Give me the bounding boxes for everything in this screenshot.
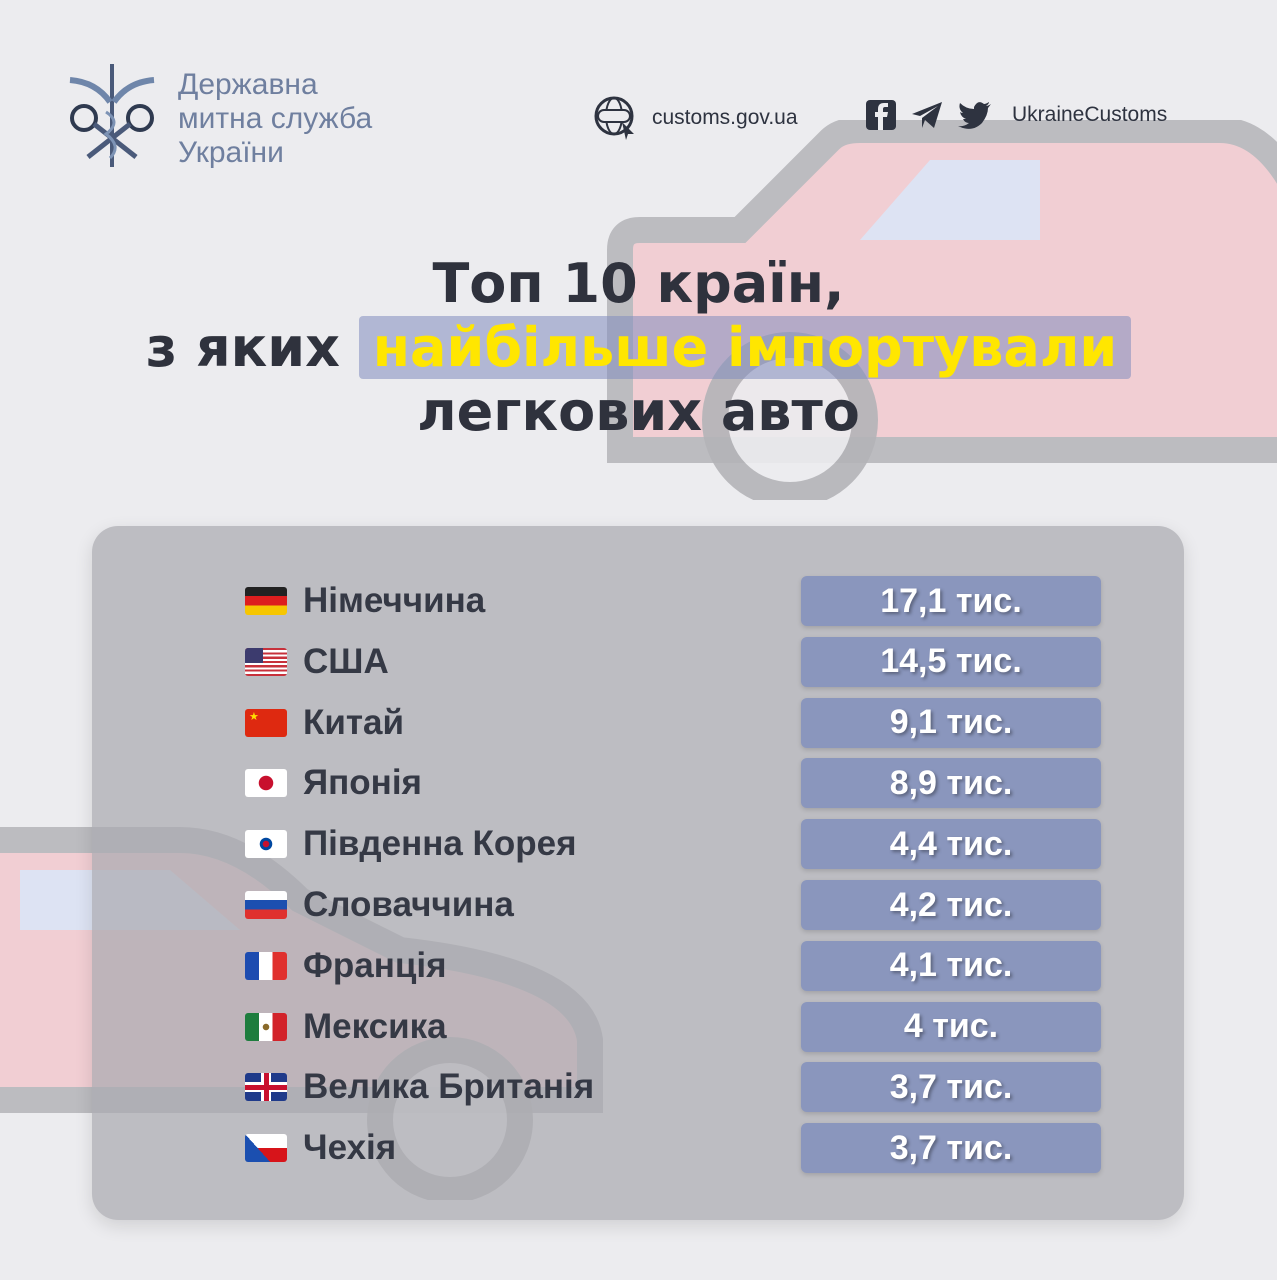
import-value-badge: 17,1 тис. — [801, 576, 1101, 626]
page-title: Топ 10 країн, з яких найбільше імпортува… — [0, 252, 1277, 444]
title-text: з яких — [145, 316, 359, 379]
org-line: митна служба — [178, 102, 373, 135]
country-name: Японія — [303, 763, 422, 803]
import-value-badge: 4,4 тис. — [801, 819, 1101, 870]
country-row: Південна Корея 4,4 тис. — [245, 819, 1101, 870]
country-name: Чехія — [303, 1128, 397, 1168]
facebook-icon[interactable] — [866, 100, 896, 130]
website-link[interactable]: customs.gov.ua — [594, 96, 798, 140]
country-row: Чехія 3,7 тис. — [245, 1123, 1101, 1174]
social-handle: UkraineCustoms — [1012, 103, 1168, 126]
customs-emblem-logo — [69, 64, 155, 167]
flag-us-icon — [245, 647, 287, 676]
ranking-panel — [92, 526, 1184, 1220]
country-name: Словаччина — [303, 885, 514, 924]
import-value-badge: 9,1 тис. — [801, 697, 1101, 748]
import-value-badge: 3,7 тис. — [801, 1062, 1101, 1113]
country-row: Японія 8,9 тис. — [245, 758, 1101, 809]
import-value-badge: 8,9 тис. — [801, 758, 1101, 809]
flag-kr-icon — [245, 830, 287, 859]
country-name: Франція — [303, 945, 447, 985]
title-line: з яких найбільше імпортували — [0, 316, 1277, 380]
organization-name: Державна митна служба України — [178, 68, 372, 170]
country-row: Велика Британія 3,7 тис. — [245, 1062, 1101, 1113]
twitter-icon[interactable] — [958, 101, 992, 129]
import-value-badge: 4 тис. — [801, 1001, 1101, 1052]
country-row: ★ Китай 9,1 тис. — [245, 697, 1101, 748]
country-name: Китай — [303, 702, 405, 742]
org-line: України — [178, 136, 284, 169]
import-value-badge: 4,2 тис. — [801, 880, 1101, 930]
country-row: Мексика 4 тис. — [245, 1001, 1101, 1052]
flag-de-icon — [245, 587, 287, 615]
title-line: Топ 10 країн, — [432, 252, 845, 315]
flag-sk-icon — [245, 891, 287, 919]
globe-www-icon — [594, 96, 634, 140]
country-name: Велика Британія — [303, 1067, 595, 1107]
flag-jp-icon — [245, 769, 287, 798]
title-line: легкових авто — [417, 380, 860, 443]
org-line: Державна — [178, 68, 318, 101]
country-row: Німеччина 17,1 тис. — [245, 576, 1101, 626]
import-value-badge: 4,1 тис. — [801, 940, 1101, 991]
country-name: Німеччина — [303, 581, 486, 620]
social-links: UkraineCustoms — [866, 100, 1167, 130]
telegram-icon[interactable] — [910, 100, 944, 130]
flag-fr-icon — [245, 951, 287, 980]
country-row: Франція 4,1 тис. — [245, 940, 1101, 991]
website-text: customs.gov.ua — [652, 106, 798, 129]
import-value-badge: 3,7 тис. — [801, 1123, 1101, 1174]
country-name: Південна Корея — [303, 824, 577, 864]
flag-cn-icon: ★ — [245, 708, 287, 737]
country-row: Словаччина 4,2 тис. — [245, 880, 1101, 930]
country-row: США 14,5 тис. — [245, 636, 1101, 687]
country-name: Мексика — [303, 1006, 447, 1046]
import-value-badge: 14,5 тис. — [801, 636, 1101, 687]
flag-gb-icon — [245, 1073, 287, 1102]
title-highlight: найбільше імпортували — [358, 316, 1132, 379]
flag-mx-icon — [245, 1012, 287, 1041]
flag-cz-icon — [245, 1134, 287, 1163]
country-name: США — [303, 641, 389, 681]
